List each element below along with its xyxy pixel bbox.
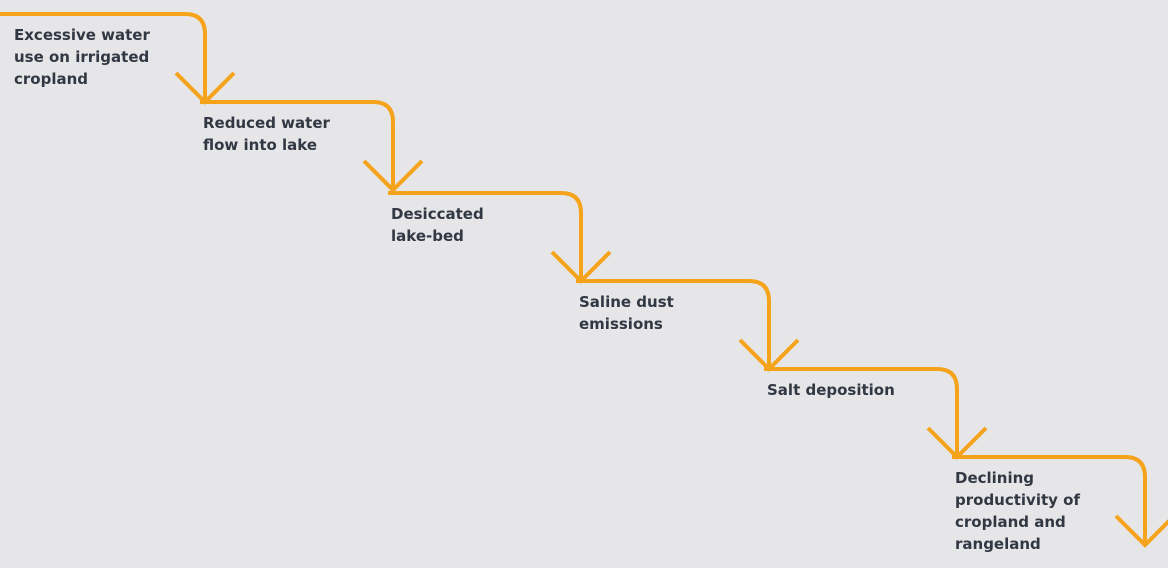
step-label: cropland [14, 70, 88, 88]
step-label: Declining [955, 469, 1034, 487]
arrow-head [1114, 514, 1168, 548]
flow-arrow [764, 367, 959, 457]
step-label: emissions [579, 315, 663, 333]
step-label: Desiccated [391, 205, 484, 223]
step-label: flow into lake [203, 136, 317, 154]
flow-arrow [0, 12, 207, 102]
step-label: lake-bed [391, 227, 464, 245]
step-label: Excessive water [14, 26, 150, 44]
step-label: rangeland [955, 535, 1041, 553]
step-label: productivity of [955, 491, 1080, 509]
step-label: use on irrigated [14, 48, 149, 66]
step-label: Salt deposition [767, 381, 895, 399]
step-label: Saline dust [579, 293, 674, 311]
arrow-head [362, 159, 424, 193]
step-label: cropland and [955, 513, 1066, 531]
step-label: Reduced water [203, 114, 330, 132]
flow-arrow [576, 279, 771, 369]
flow-arrow [200, 100, 395, 190]
flow-arrow [952, 455, 1147, 545]
flow-arrow [388, 191, 583, 281]
